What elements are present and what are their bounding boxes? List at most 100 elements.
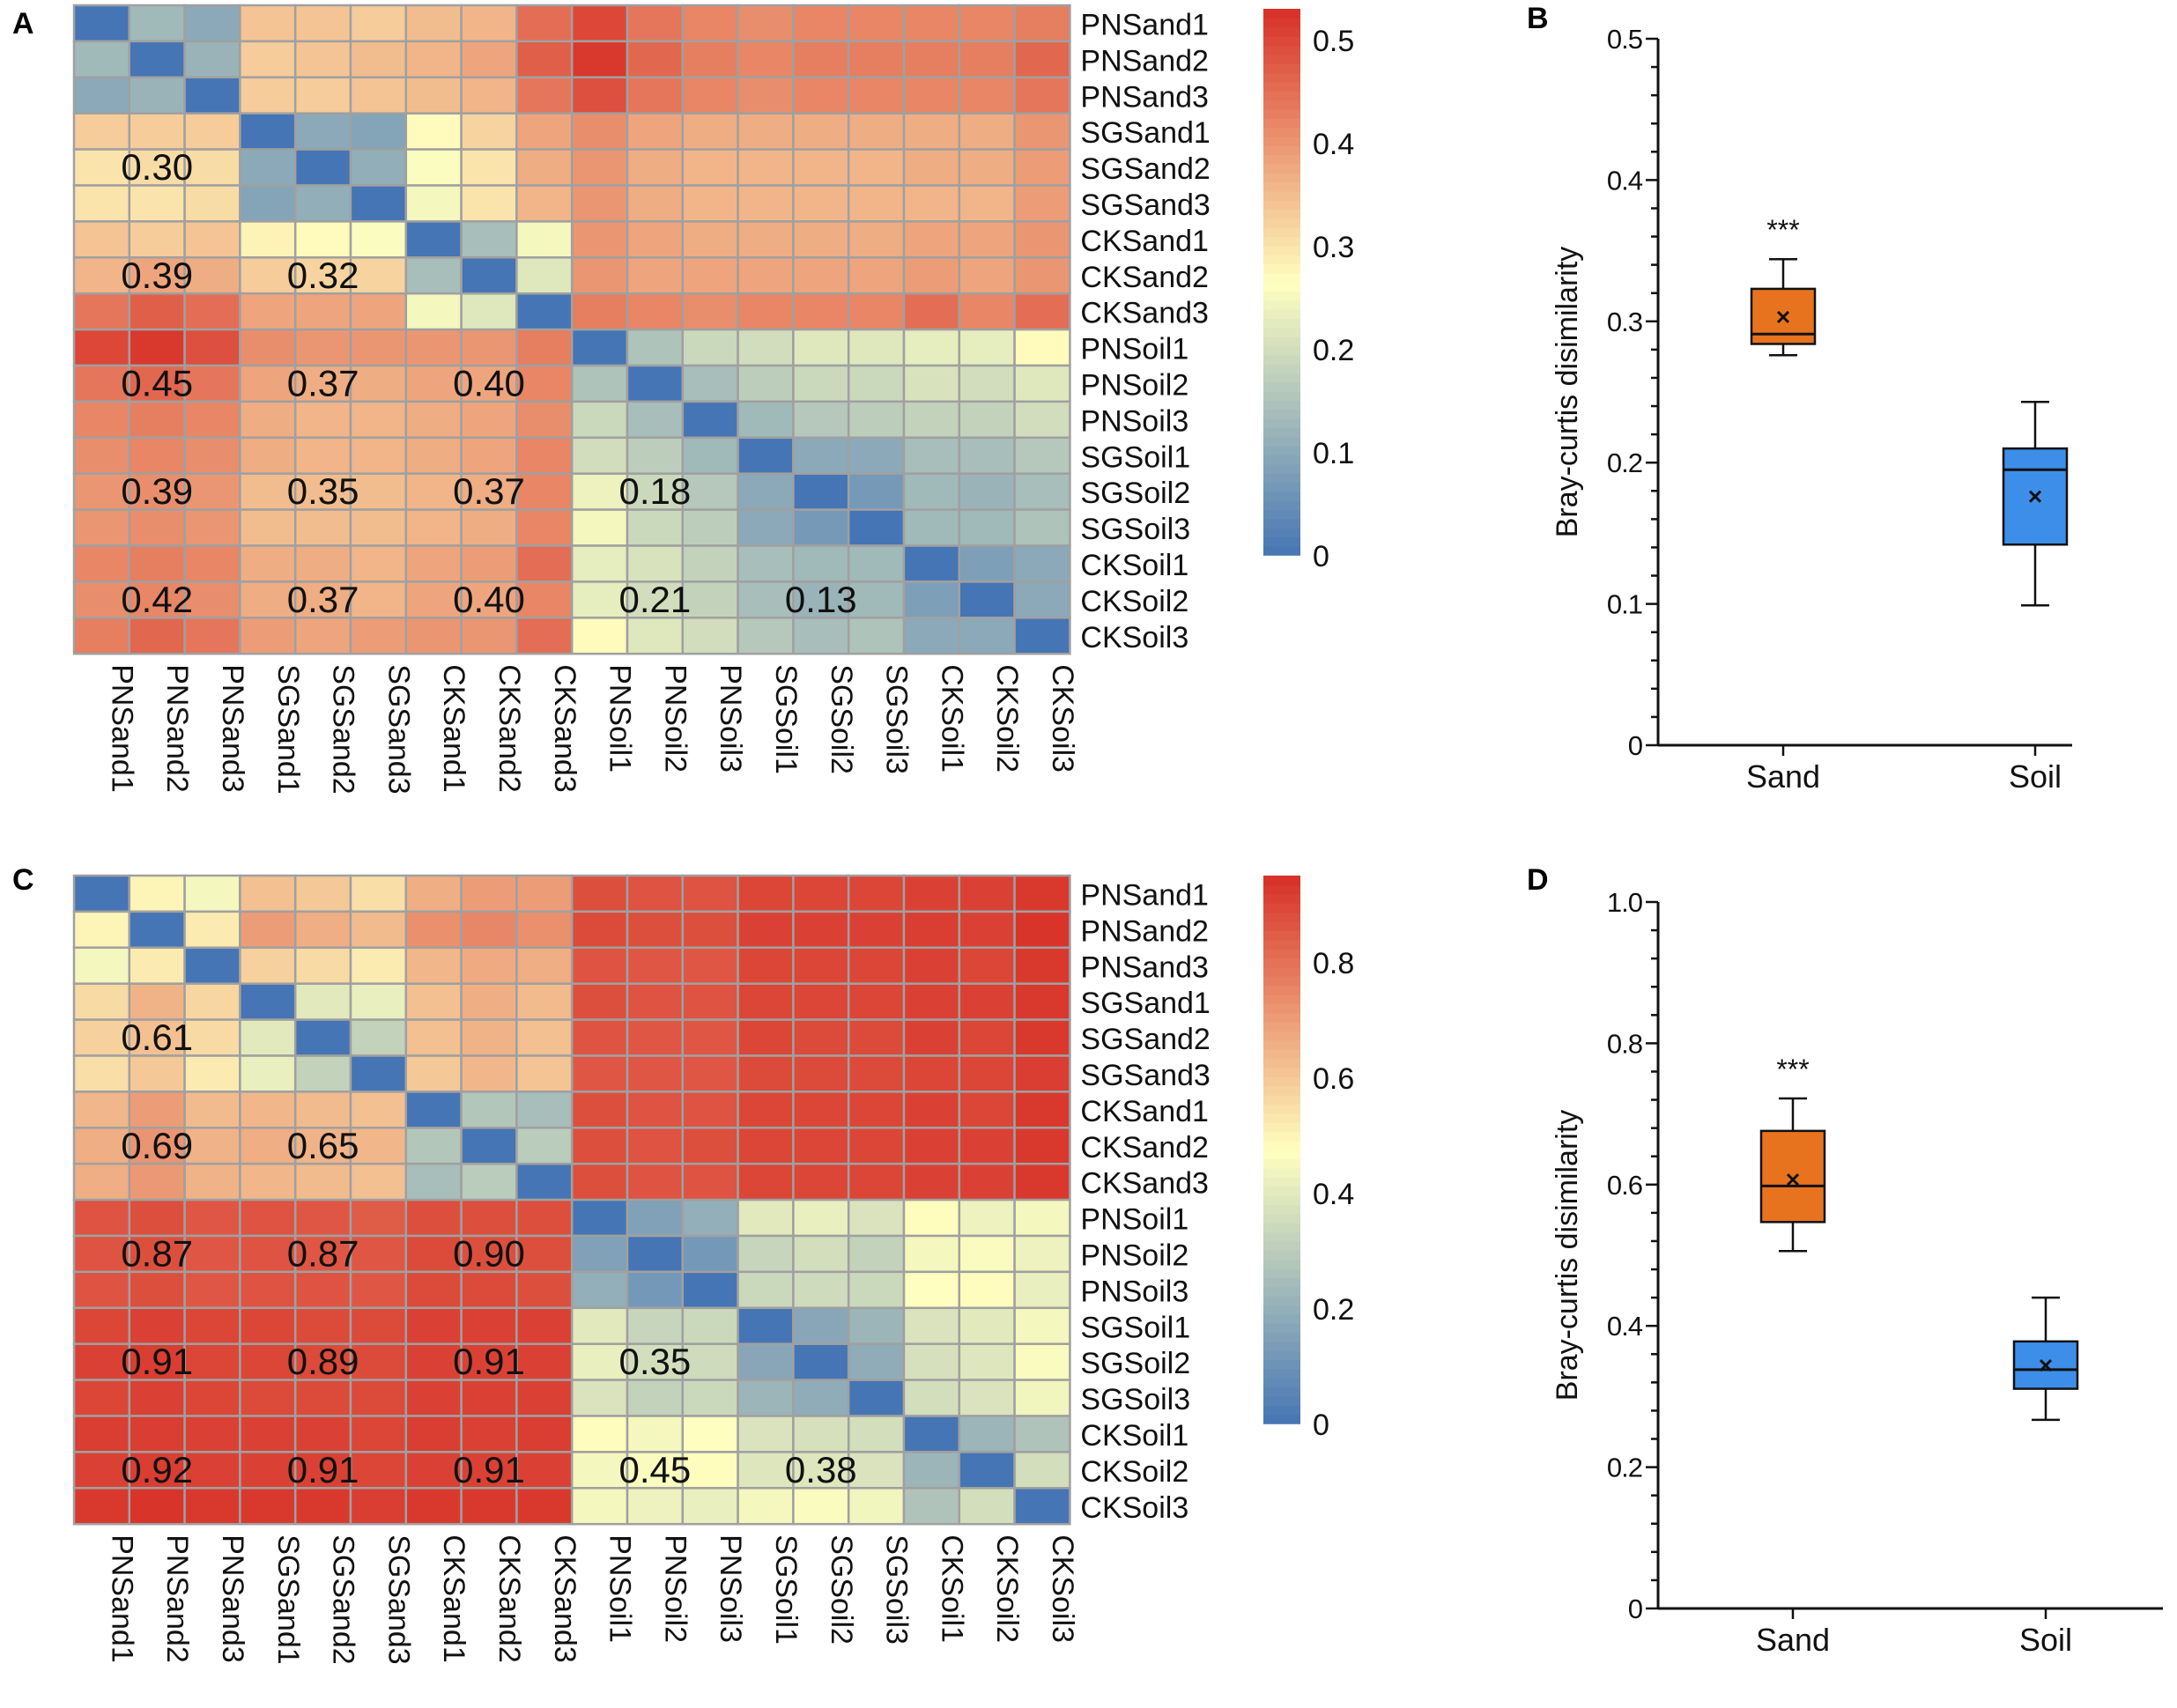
colorbar-segment <box>1263 903 1300 913</box>
colorbar-segment <box>1263 912 1300 922</box>
heatmap-cell <box>515 1487 574 1526</box>
heatmap-cell <box>958 184 1016 223</box>
heatmap-cell <box>847 1415 906 1453</box>
colorbar-segment <box>1263 1322 1300 1334</box>
heatmap-cell <box>239 874 297 913</box>
cell-annotation: 0.65 <box>287 1125 359 1166</box>
heatmap-cell <box>128 1234 186 1274</box>
heatmap-cell <box>239 1091 297 1129</box>
heatmap-cell <box>72 1198 131 1238</box>
colorbar-segment <box>1263 400 1300 410</box>
heatmap-cell <box>404 874 463 913</box>
heatmap-cell <box>183 220 241 259</box>
colorbar-segment <box>1263 528 1300 538</box>
heatmap-cell <box>293 1487 352 1526</box>
heatmap-cell <box>349 617 408 655</box>
heatmap-cell <box>460 1487 518 1526</box>
column-label: SGSoil2 <box>825 664 858 774</box>
heatmap-cell <box>128 982 186 1021</box>
mean-marker <box>1776 310 1790 324</box>
heatmap-cell <box>183 982 241 1021</box>
heatmap-cell <box>626 910 685 950</box>
heatmap-cell <box>626 4 685 43</box>
heatmap-cell <box>958 1342 1016 1381</box>
heatmap-cell <box>72 400 131 440</box>
colorbar-segment <box>1263 1039 1300 1050</box>
colorbar-segment <box>1263 939 1300 950</box>
heatmap-cell <box>792 472 850 511</box>
heatmap-cell <box>239 1451 297 1490</box>
x-tick-label: Soil <box>2009 758 2062 795</box>
heatmap-cell <box>792 148 850 187</box>
heatmap-cell <box>239 1379 297 1417</box>
heatmap-cell <box>293 76 352 115</box>
heatmap-cell <box>460 184 518 223</box>
heatmap-cell <box>515 220 574 259</box>
heatmap-cell <box>293 148 352 187</box>
heatmap-cell <box>128 544 186 583</box>
heatmap-cell <box>902 1451 961 1490</box>
panel-label-A: A <box>12 7 34 41</box>
heatmap-cell <box>792 1127 850 1165</box>
heatmap-cell <box>293 1234 352 1274</box>
heatmap-cell <box>239 436 297 475</box>
heatmap-cell <box>958 1127 1016 1165</box>
colorbar-segment <box>1263 173 1300 183</box>
heatmap-cell <box>681 1091 739 1129</box>
heatmap-cell <box>626 112 685 151</box>
colorbar-segment <box>1263 1094 1300 1105</box>
heatmap-cell <box>626 544 685 583</box>
heatmap-cell <box>626 1415 685 1453</box>
cell-annotation: 0.21 <box>619 579 692 620</box>
heatmap-cell <box>847 40 906 79</box>
heatmap-cell <box>293 910 352 950</box>
colorbar-segment <box>1263 255 1300 265</box>
heatmap-cell <box>570 617 629 655</box>
heatmap-cell <box>570 1091 629 1129</box>
heatmap-cell <box>72 874 131 913</box>
heatmap-cell <box>902 1342 961 1381</box>
colorbar-segment <box>1263 100 1300 110</box>
heatmap-cell <box>847 1198 906 1238</box>
heatmap-cell <box>958 1487 1016 1526</box>
heatmap-cell <box>293 946 352 985</box>
heatmap-cell <box>847 292 906 331</box>
heatmap-cell <box>239 1162 297 1202</box>
heatmap-cell <box>958 328 1016 367</box>
colorbar-segment <box>1263 876 1300 886</box>
heatmap-cell <box>847 1234 906 1274</box>
heatmap-cell <box>681 148 739 187</box>
heatmap-cell <box>72 580 131 619</box>
colorbar-segment <box>1263 18 1300 28</box>
heatmap-cell <box>792 4 850 43</box>
heatmap-cell <box>349 1127 408 1165</box>
heatmap-cell <box>460 328 518 367</box>
heatmap-cell <box>239 1342 297 1381</box>
heatmap-cell <box>1013 1127 1071 1165</box>
heatmap-cell <box>460 364 518 403</box>
heatmap-cell <box>404 256 463 295</box>
heatmap-cell <box>626 220 685 259</box>
heatmap-cell <box>737 40 795 79</box>
heatmap-cell <box>72 544 131 583</box>
heatmap-cell <box>958 220 1016 259</box>
heatmap-cell <box>72 1270 131 1310</box>
y-axis-title: Bray-curtis disimilarity <box>1551 247 1584 538</box>
colorbar-segment <box>1263 491 1300 501</box>
heatmap-cell <box>570 292 629 331</box>
row-label: CKSand2 <box>1080 1131 1209 1165</box>
cell-annotation: 0.35 <box>619 1341 692 1382</box>
row-label: PNSoil2 <box>1080 368 1188 402</box>
heatmap-cell <box>128 874 186 913</box>
heatmap-cell <box>847 256 906 295</box>
heatmap-cell <box>792 1162 850 1202</box>
heatmap-cell <box>293 1198 352 1238</box>
heatmap-cell <box>570 256 629 295</box>
heatmap-cell <box>72 1091 131 1129</box>
cell-annotation: 0.37 <box>287 362 359 403</box>
heatmap-cell <box>72 910 131 950</box>
heatmap-cell <box>958 400 1016 440</box>
heatmap-cell <box>958 1379 1016 1417</box>
boxplot-panel-d: 0 0.2 0.4 0.6 0.8 1.0 Bray-curtis disimilarity… <box>1551 887 2163 1658</box>
colorbar-segment <box>1263 209 1300 219</box>
